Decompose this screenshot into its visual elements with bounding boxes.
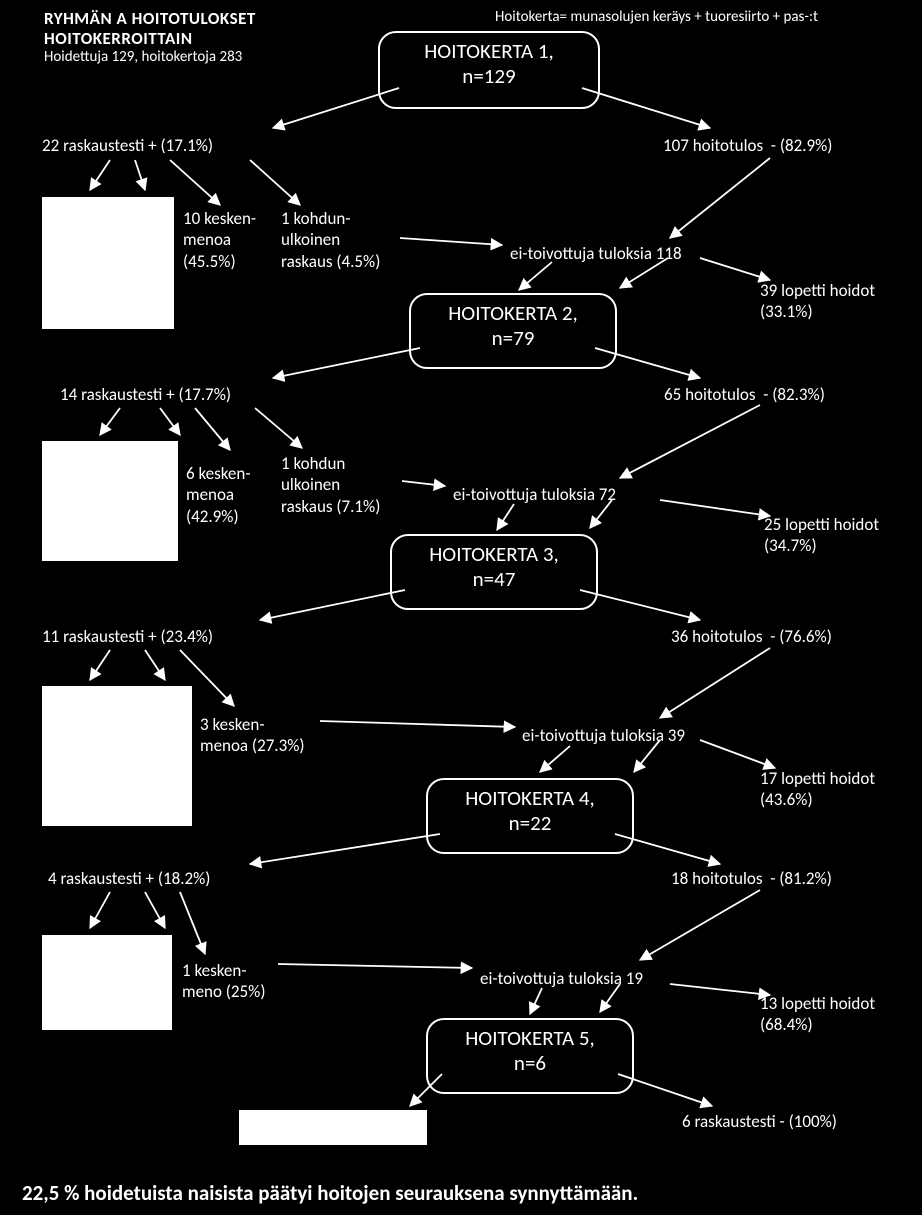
cycle-box-3: HOITOKERTA 3,n=47 — [390, 534, 598, 610]
label-neg4: 18 hoitotulos - (81.2%) — [671, 868, 832, 889]
white-box-4 — [42, 935, 172, 1030]
label-km1: 10 kesken- menoa (45.5%) — [183, 208, 256, 272]
label-ect2: 1 kohdun ulkoinen raskaus (7.1%) — [281, 453, 380, 517]
label-un4: ei-toivottuja tuloksia 19 — [480, 968, 643, 989]
label-km3: 3 kesken- menoa (27.3%) — [200, 714, 305, 757]
label-stop2: 25 lopetti hoidot (34.7%) — [764, 514, 879, 557]
cycle-box-1: HOITOKERTA 1,n=129 — [378, 31, 600, 109]
label-ect1: 1 kohdun- ulkoinen raskaus (4.5%) — [281, 208, 380, 272]
white-box-3 — [42, 686, 192, 826]
label-neg3: 36 hoitotulos - (76.6%) — [671, 626, 832, 647]
summary-line: 22,5 % hoidetuista naisista päätyi hoito… — [0, 1180, 922, 1206]
label-km4: 1 kesken- meno (25%) — [182, 960, 265, 1003]
flowchart-stage: RYHMÄN A HOITOTULOKSET HOITOKERROITTAIN … — [0, 0, 922, 1215]
cycle-box-4: HOITOKERTA 4,n=22 — [426, 778, 634, 854]
label-un1: ei-toivottuja tuloksia 118 — [510, 243, 682, 264]
label-stop1: 39 lopetti hoidot (33.1%) — [760, 280, 875, 323]
label-km2: 6 kesken- menoa (42.9%) — [186, 463, 251, 527]
label-stop3: 17 lopetti hoidot (43.6%) — [760, 768, 875, 811]
white-box-2 — [42, 441, 178, 561]
label-pos4: 4 raskaustesti + (18.2%) — [48, 868, 210, 889]
cycle-box-2: HOITOKERTA 2,n=79 — [409, 293, 617, 369]
label-stop4: 13 lopetti hoidot (68.4%) — [760, 993, 875, 1036]
white-box-5 — [239, 1110, 427, 1145]
label-un3: ei-toivottuja tuloksia 39 — [522, 725, 685, 746]
label-neg2: 65 hoitotulos - (82.3%) — [664, 384, 825, 405]
label-pos3: 11 raskaustesti + (23.4%) — [42, 626, 213, 647]
label-pos1: 22 raskaustesti + (17.1%) — [42, 135, 213, 156]
label-pos2: 14 raskaustesti + (17.7%) — [60, 384, 231, 405]
label-un2: ei-toivottuja tuloksia 72 — [453, 484, 616, 505]
label-neg1: 107 hoitotulos - (82.9%) — [663, 135, 832, 156]
label-neg5: 6 raskaustesti - (100%) — [682, 1111, 837, 1132]
white-box-1 — [42, 197, 174, 329]
cycle-box-5: HOITOKERTA 5,n=6 — [426, 1018, 634, 1094]
